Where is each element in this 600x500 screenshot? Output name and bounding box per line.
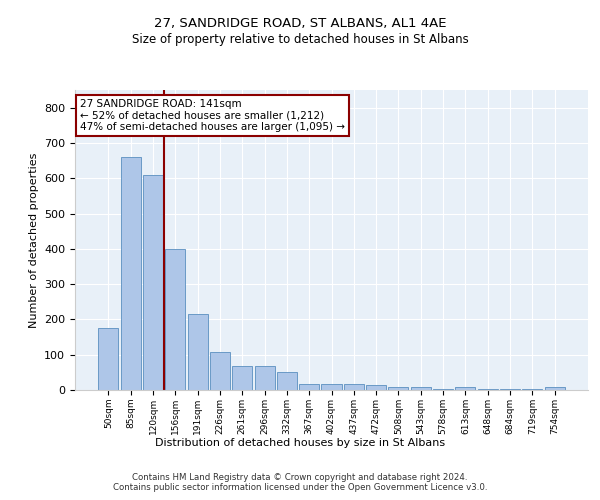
Text: Distribution of detached houses by size in St Albans: Distribution of detached houses by size … — [155, 438, 445, 448]
Bar — [411, 387, 431, 390]
Bar — [121, 157, 141, 390]
Text: Contains public sector information licensed under the Open Government Licence v3: Contains public sector information licen… — [113, 484, 487, 492]
Text: 27, SANDRIDGE ROAD, ST ALBANS, AL1 4AE: 27, SANDRIDGE ROAD, ST ALBANS, AL1 4AE — [154, 18, 446, 30]
Bar — [188, 314, 208, 390]
Bar — [277, 372, 297, 390]
Bar — [455, 387, 475, 390]
Text: Size of property relative to detached houses in St Albans: Size of property relative to detached ho… — [131, 32, 469, 46]
Bar — [210, 352, 230, 390]
Bar — [545, 387, 565, 390]
Bar — [165, 249, 185, 390]
Y-axis label: Number of detached properties: Number of detached properties — [29, 152, 38, 328]
Bar — [232, 366, 252, 390]
Bar — [344, 384, 364, 390]
Bar — [143, 174, 163, 390]
Bar — [254, 366, 275, 390]
Bar — [299, 384, 319, 390]
Bar — [366, 385, 386, 390]
Text: 27 SANDRIDGE ROAD: 141sqm
← 52% of detached houses are smaller (1,212)
47% of se: 27 SANDRIDGE ROAD: 141sqm ← 52% of detac… — [80, 99, 345, 132]
Text: Contains HM Land Registry data © Crown copyright and database right 2024.: Contains HM Land Registry data © Crown c… — [132, 472, 468, 482]
Bar — [388, 387, 409, 390]
Bar — [98, 328, 118, 390]
Bar — [322, 384, 341, 390]
